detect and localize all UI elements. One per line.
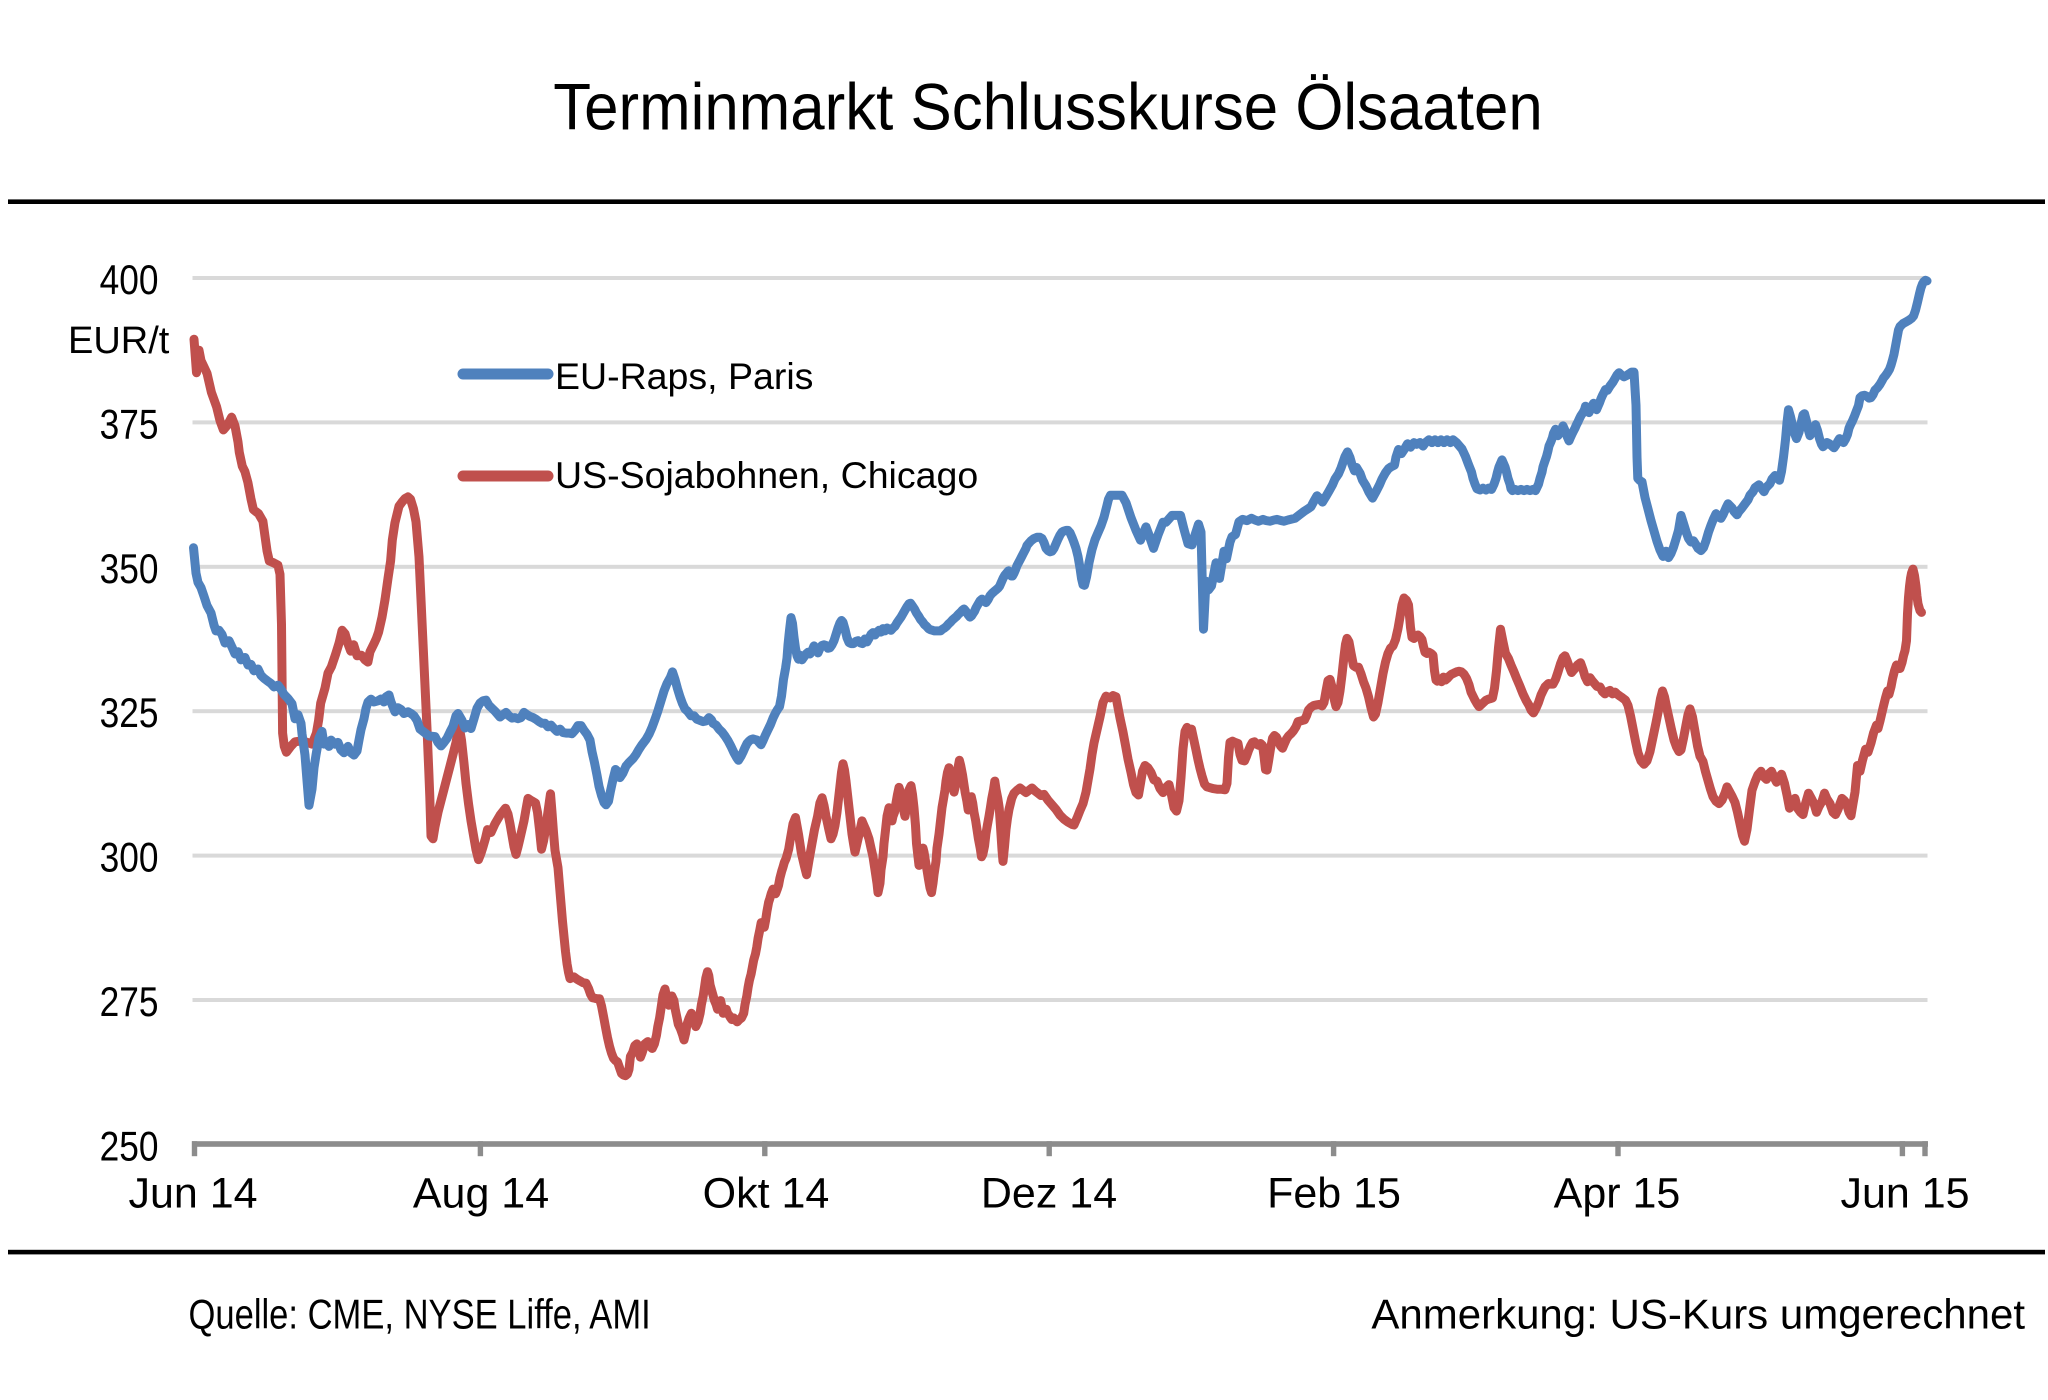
svg-text:Jun 15: Jun 15	[1840, 1170, 1969, 1218]
svg-text:250: 250	[100, 1124, 159, 1171]
svg-text:Aug 14: Aug 14	[413, 1170, 549, 1218]
svg-text:275: 275	[100, 979, 159, 1026]
svg-text:Jun 14: Jun 14	[128, 1170, 257, 1218]
svg-text:Dez 14: Dez 14	[981, 1170, 1117, 1218]
svg-text:Terminmarkt Schlusskurse Ölsaa: Terminmarkt Schlusskurse Ölsaaten	[553, 70, 1543, 144]
svg-text:300: 300	[100, 835, 159, 882]
svg-text:EU-Raps, Paris: EU-Raps, Paris	[555, 355, 813, 397]
svg-text:US-Sojabohnen, Chicago: US-Sojabohnen, Chicago	[555, 454, 978, 496]
svg-text:EUR/t: EUR/t	[68, 320, 170, 362]
svg-text:375: 375	[100, 402, 159, 449]
svg-text:400: 400	[100, 257, 159, 304]
svg-text:Anmerkung: US-Kurs umgerechnet: Anmerkung: US-Kurs umgerechnet	[1371, 1291, 2025, 1338]
svg-text:Quelle: CME, NYSE Liffe, AMI: Quelle: CME, NYSE Liffe, AMI	[189, 1291, 651, 1338]
svg-text:350: 350	[100, 546, 159, 593]
svg-text:Okt 14: Okt 14	[703, 1170, 830, 1218]
svg-text:Feb 15: Feb 15	[1267, 1170, 1401, 1218]
svg-text:325: 325	[100, 690, 159, 737]
svg-text:Apr 15: Apr 15	[1554, 1170, 1681, 1218]
